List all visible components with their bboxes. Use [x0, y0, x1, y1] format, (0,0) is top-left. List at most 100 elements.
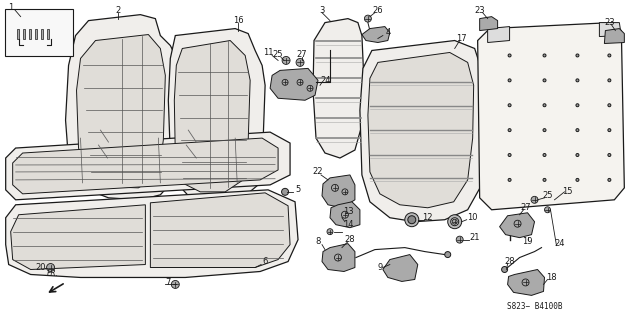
Circle shape [47, 264, 54, 272]
Polygon shape [488, 26, 509, 43]
Circle shape [484, 18, 495, 28]
Text: 24: 24 [321, 76, 332, 85]
Polygon shape [150, 193, 290, 267]
Circle shape [408, 216, 416, 224]
Text: 28: 28 [504, 257, 515, 266]
Polygon shape [47, 29, 49, 38]
Text: 23: 23 [604, 18, 614, 27]
Circle shape [508, 104, 511, 107]
Text: 25: 25 [542, 191, 553, 200]
Circle shape [576, 79, 579, 82]
Circle shape [543, 178, 546, 181]
Text: 24: 24 [554, 239, 564, 248]
Text: 17: 17 [456, 34, 467, 43]
Circle shape [608, 79, 611, 82]
Circle shape [576, 153, 579, 157]
Circle shape [576, 104, 579, 107]
Circle shape [608, 129, 611, 132]
Circle shape [545, 207, 550, 213]
Text: S823− B4100B: S823− B4100B [507, 302, 563, 311]
Circle shape [576, 54, 579, 57]
Polygon shape [22, 29, 25, 38]
Circle shape [405, 213, 419, 227]
Circle shape [608, 178, 611, 181]
Circle shape [543, 54, 546, 57]
Circle shape [456, 236, 463, 243]
Text: 18: 18 [546, 273, 557, 282]
Polygon shape [174, 41, 250, 192]
Circle shape [451, 218, 459, 226]
Text: 15: 15 [562, 187, 573, 196]
Circle shape [508, 54, 511, 57]
Polygon shape [477, 23, 625, 210]
Polygon shape [322, 243, 355, 272]
Polygon shape [479, 17, 498, 31]
Circle shape [576, 178, 579, 181]
Text: 23: 23 [474, 6, 485, 15]
Circle shape [335, 254, 342, 261]
Polygon shape [360, 41, 484, 222]
Polygon shape [362, 26, 390, 43]
Polygon shape [40, 29, 43, 38]
Polygon shape [322, 175, 355, 208]
Circle shape [364, 15, 371, 22]
Text: FR.: FR. [47, 269, 59, 278]
Polygon shape [65, 14, 182, 200]
Polygon shape [500, 213, 534, 238]
Circle shape [543, 153, 546, 157]
Circle shape [508, 178, 511, 181]
Circle shape [282, 188, 289, 195]
Polygon shape [17, 29, 19, 38]
Text: 7: 7 [166, 278, 171, 287]
Circle shape [297, 79, 303, 85]
Polygon shape [313, 19, 364, 158]
Text: 16: 16 [233, 16, 243, 25]
Polygon shape [600, 23, 621, 37]
Text: 14: 14 [342, 220, 353, 229]
Circle shape [508, 79, 511, 82]
Bar [4, 9, 72, 56]
Polygon shape [383, 255, 418, 281]
Polygon shape [168, 29, 265, 205]
Text: 20: 20 [35, 263, 46, 272]
Circle shape [502, 266, 508, 272]
Circle shape [508, 129, 511, 132]
Polygon shape [35, 29, 36, 38]
Text: 9: 9 [377, 263, 383, 272]
Circle shape [282, 56, 290, 64]
Text: 26: 26 [372, 6, 383, 15]
Polygon shape [508, 270, 545, 295]
Text: 5: 5 [296, 185, 301, 194]
Polygon shape [6, 132, 290, 200]
Circle shape [531, 196, 538, 203]
Circle shape [611, 31, 620, 41]
Text: 22: 22 [313, 168, 323, 176]
Polygon shape [330, 202, 360, 228]
Circle shape [608, 153, 611, 157]
Circle shape [543, 79, 546, 82]
Circle shape [445, 252, 451, 258]
Circle shape [608, 54, 611, 57]
Text: 2: 2 [116, 6, 121, 15]
Circle shape [608, 104, 611, 107]
Circle shape [452, 219, 457, 224]
Text: 1: 1 [8, 3, 13, 12]
Circle shape [172, 280, 179, 289]
Text: 8: 8 [316, 237, 321, 246]
Circle shape [514, 220, 521, 227]
Circle shape [282, 79, 288, 85]
Circle shape [448, 215, 461, 229]
Circle shape [342, 211, 348, 218]
Text: 10: 10 [467, 213, 478, 222]
Circle shape [327, 229, 333, 235]
Text: 25: 25 [273, 50, 284, 59]
Circle shape [576, 129, 579, 132]
Polygon shape [368, 53, 474, 208]
Polygon shape [270, 68, 318, 100]
Polygon shape [6, 190, 298, 278]
Polygon shape [77, 35, 165, 188]
Text: 12: 12 [422, 213, 433, 222]
Circle shape [522, 279, 529, 286]
Text: 4: 4 [385, 28, 390, 37]
Text: 28: 28 [344, 235, 355, 244]
